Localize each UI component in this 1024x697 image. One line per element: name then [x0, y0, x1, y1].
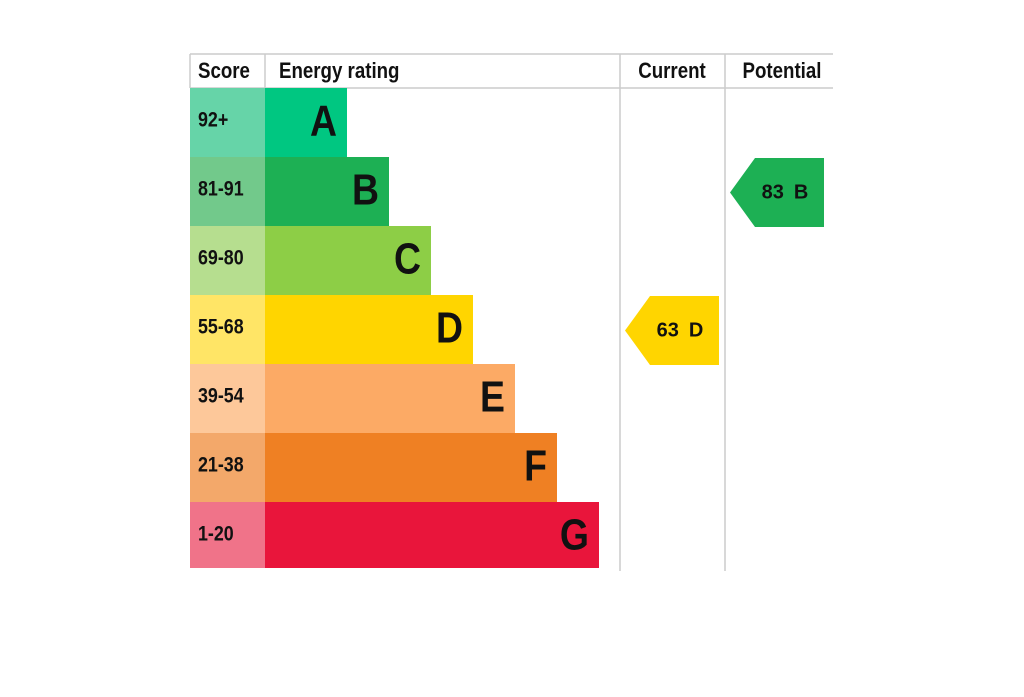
rating-letter: E — [480, 372, 505, 422]
rating-letter: B — [352, 165, 379, 215]
current-arrow — [625, 296, 719, 365]
score-range: 81-91 — [198, 177, 244, 201]
rating-bar — [265, 226, 431, 296]
rating-bar — [265, 295, 473, 365]
header-score: Score — [198, 59, 250, 83]
potential-arrow — [730, 158, 824, 227]
rating-bar — [265, 433, 557, 503]
current-score: 63 — [657, 320, 679, 342]
current-label: 63 D — [657, 320, 704, 342]
header-potential: Potential — [743, 59, 822, 83]
potential-label: 83 B — [762, 182, 809, 204]
score-range: 69-80 — [198, 246, 244, 270]
rating-bar — [265, 88, 347, 158]
score-cell — [190, 502, 265, 568]
score-cell — [190, 226, 265, 296]
score-range: 1-20 — [198, 522, 234, 546]
potential-rating: B — [794, 182, 808, 204]
score-cell — [190, 88, 265, 158]
score-range: 39-54 — [198, 384, 244, 408]
score-cell — [190, 157, 265, 227]
header-current: Current — [638, 59, 706, 83]
rating-bar — [265, 364, 515, 434]
header-energy-rating: Energy rating — [279, 59, 399, 83]
score-cell — [190, 295, 265, 365]
potential-score: 83 — [762, 182, 784, 204]
current-rating: D — [689, 320, 703, 342]
score-cell — [190, 364, 265, 434]
bands: 92+ A 81-91 B 69-80 C 55-68 D 39-54 E 21-38 F 1-20 G 6… — [190, 88, 824, 568]
rating-letter: D — [436, 303, 463, 353]
score-range: 55-68 — [198, 315, 244, 339]
rating-letter: C — [394, 234, 421, 284]
rating-letter: F — [524, 441, 547, 491]
score-range: 92+ — [198, 108, 228, 132]
rating-letter: A — [310, 96, 337, 146]
rating-bar — [265, 157, 389, 227]
score-cell — [190, 433, 265, 503]
rating-letter: G — [560, 510, 589, 560]
rating-bar — [265, 502, 599, 568]
score-range: 21-38 — [198, 453, 244, 477]
